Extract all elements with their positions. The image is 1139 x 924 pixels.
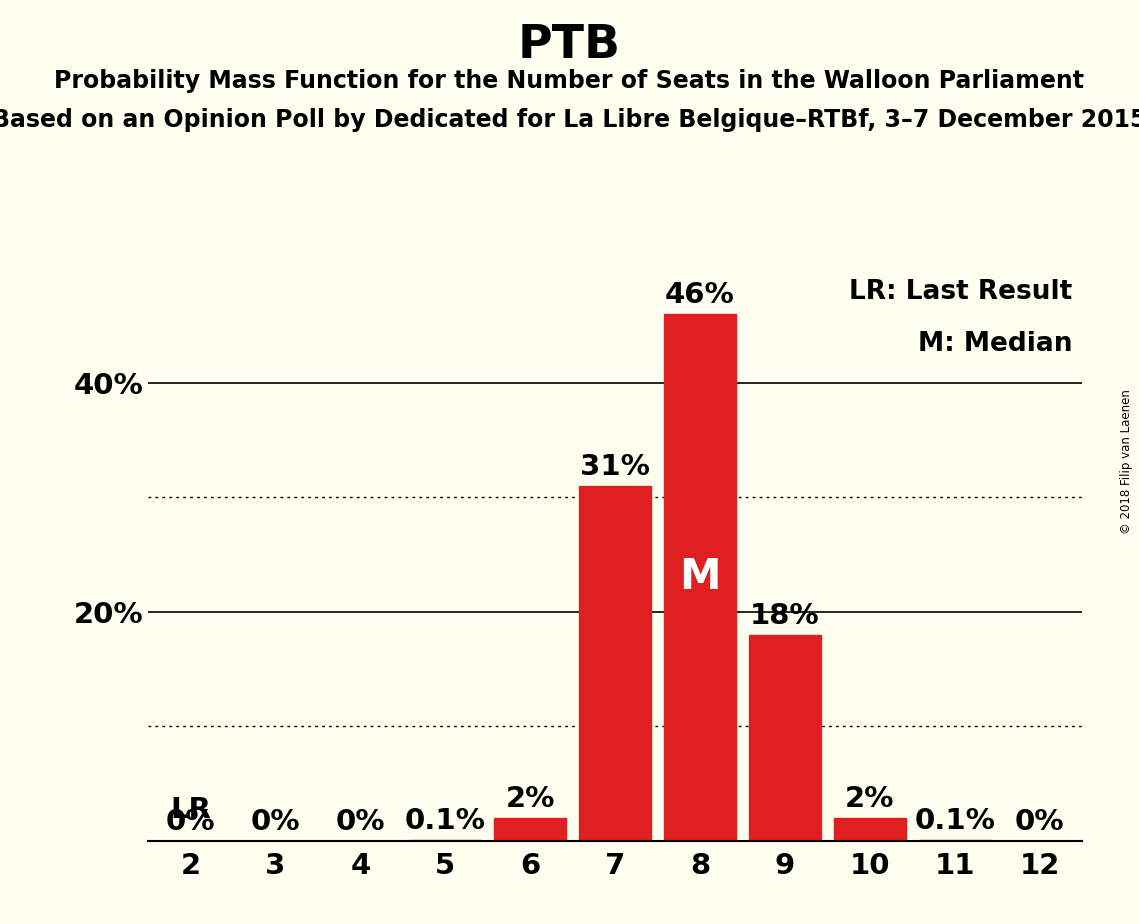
Text: Probability Mass Function for the Number of Seats in the Walloon Parliament: Probability Mass Function for the Number… [55, 69, 1084, 93]
Text: M: M [679, 556, 721, 599]
Text: 0.1%: 0.1% [404, 807, 485, 835]
Bar [579, 486, 652, 841]
Text: 2%: 2% [845, 785, 894, 813]
Bar [494, 818, 566, 841]
Text: LR: LR [170, 796, 211, 823]
Text: 46%: 46% [665, 281, 735, 310]
Bar [834, 818, 906, 841]
Bar [918, 840, 991, 841]
Text: 0%: 0% [166, 808, 215, 836]
Text: 2%: 2% [506, 785, 555, 813]
Text: M: Median: M: Median [918, 331, 1073, 357]
Text: 0%: 0% [1015, 808, 1064, 836]
Text: PTB: PTB [518, 23, 621, 68]
Bar [664, 314, 736, 841]
Text: LR: Last Result: LR: Last Result [850, 279, 1073, 306]
Text: © 2018 Filip van Laenen: © 2018 Filip van Laenen [1121, 390, 1133, 534]
Bar [748, 635, 821, 841]
Text: 0.1%: 0.1% [915, 807, 995, 835]
Text: 0%: 0% [251, 808, 301, 836]
Text: 0%: 0% [336, 808, 385, 836]
Bar [409, 840, 482, 841]
Text: 18%: 18% [751, 602, 820, 630]
Text: Based on an Opinion Poll by Dedicated for La Libre Belgique–RTBf, 3–7 December 2: Based on an Opinion Poll by Dedicated fo… [0, 108, 1139, 132]
Text: 31%: 31% [580, 453, 650, 481]
